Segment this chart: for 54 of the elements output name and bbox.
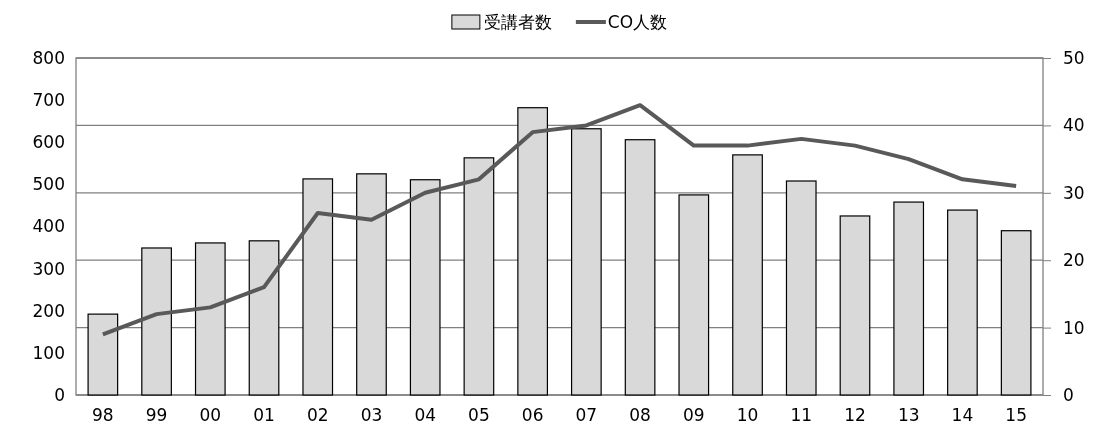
legend-label: 受講者数 xyxy=(483,12,552,32)
y-tick-label: 600 xyxy=(32,132,65,153)
x-tick-label: 11 xyxy=(790,405,813,426)
y2-tick-label: 0 xyxy=(1063,384,1074,405)
y2-tick-label: 30 xyxy=(1063,182,1085,203)
bar xyxy=(678,194,710,396)
legend-label: CO人数 xyxy=(607,12,668,32)
x-tick-label: 12 xyxy=(844,405,866,426)
y-tick-label: 300 xyxy=(32,258,65,279)
x-tick-label: 99 xyxy=(145,405,168,426)
y2-tick-label: 40 xyxy=(1063,115,1085,136)
bar xyxy=(517,107,549,396)
y2-tick-label: 10 xyxy=(1063,317,1085,338)
bar xyxy=(570,128,602,396)
y2-tick-label: 50 xyxy=(1063,47,1085,68)
bar xyxy=(947,209,978,396)
y-tick-label: 200 xyxy=(32,300,65,321)
bar xyxy=(732,154,763,396)
x-tick-label: 00 xyxy=(199,405,222,426)
x-tick-label: 08 xyxy=(629,405,651,426)
x-tick-label: 09 xyxy=(682,405,705,426)
bar xyxy=(785,180,817,396)
bar xyxy=(1000,230,1032,396)
x-tick-label: 04 xyxy=(414,405,437,426)
x-tick-label: 06 xyxy=(521,405,544,426)
x-tick-label: 02 xyxy=(306,405,329,426)
bar xyxy=(141,247,172,396)
y-tick-label: 500 xyxy=(32,174,65,195)
x-tick-label: 10 xyxy=(736,405,759,426)
y-tick-label: 100 xyxy=(32,342,65,363)
x-tick-label: 13 xyxy=(897,405,920,426)
y-tick-label: 700 xyxy=(32,90,65,111)
x-tick-label: 07 xyxy=(575,405,598,426)
bar xyxy=(194,242,226,396)
bar xyxy=(839,215,871,396)
x-tick-label: 15 xyxy=(1005,405,1027,426)
bar xyxy=(409,179,441,396)
bar xyxy=(356,173,387,396)
x-tick-label: 98 xyxy=(92,405,114,426)
bar xyxy=(248,240,280,396)
bar xyxy=(87,313,119,396)
y-tick-label: 400 xyxy=(32,216,65,237)
bar xyxy=(893,201,925,396)
y-tick-label: 0 xyxy=(54,384,65,405)
bar xyxy=(463,157,495,396)
x-tick-label: 14 xyxy=(951,405,974,426)
x-tick-label: 05 xyxy=(468,405,490,426)
x-tick-label: 03 xyxy=(360,405,383,426)
y-tick-label: 800 xyxy=(32,47,65,68)
bar xyxy=(302,178,334,396)
y2-tick-label: 20 xyxy=(1063,250,1085,271)
bar xyxy=(624,139,656,396)
x-tick-label: 01 xyxy=(253,405,275,426)
line-series xyxy=(100,103,1019,337)
